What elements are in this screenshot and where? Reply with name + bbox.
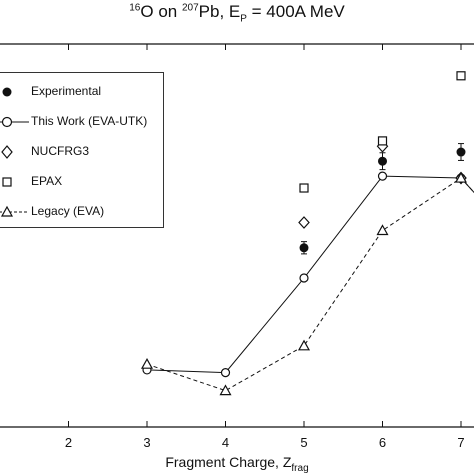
legend: Experimental This Work (EVA-UTK) NUCFRG3…	[0, 72, 164, 228]
legend-label-this-work: This Work (EVA-UTK)	[31, 114, 148, 128]
legend-marker-nucfrg3	[1, 145, 13, 159]
point-1-2	[299, 273, 309, 283]
legend-label-legacy: Legacy (EVA)	[31, 204, 105, 218]
point-2-0	[298, 216, 310, 229]
x-tick-label-2: 2	[65, 435, 72, 450]
x-tick-label-3: 3	[143, 435, 150, 450]
point-4-4	[454, 171, 468, 183]
legend-item-legacy: Legacy (EVA)	[0, 201, 165, 223]
point-0-2	[456, 147, 466, 157]
point-0-1	[378, 156, 387, 166]
x-tick-label-7: 7	[457, 435, 464, 450]
legend-label-experimental: Experimental	[31, 84, 102, 98]
x-tick-label-4: 4	[222, 435, 229, 450]
legend-item-this-work: This Work (EVA-UTK)	[0, 111, 165, 133]
point-3-0	[299, 183, 309, 193]
legend-label-epax: EPAX	[31, 174, 63, 188]
x-tick-label-5: 5	[300, 435, 307, 450]
point-1-3	[377, 171, 388, 181]
legend-marker-experimental	[2, 87, 12, 97]
legend-marker-legacy	[0, 205, 29, 217]
series-line-4	[146, 177, 474, 392]
x-tick-label-6: 6	[379, 435, 386, 450]
point-4-3	[376, 224, 389, 236]
point-3-2	[456, 71, 466, 81]
point-4-0	[140, 357, 154, 369]
legend-item-epax: EPAX	[0, 171, 165, 193]
legend-marker-epax	[2, 177, 12, 187]
point-4-1	[219, 384, 232, 396]
x-axis-label: Fragment Charge, Zfrag	[165, 454, 309, 474]
point-3-1	[377, 136, 388, 146]
series-line-1	[146, 175, 474, 374]
legend-marker-this-work	[0, 116, 29, 128]
point-4-2	[297, 339, 311, 351]
chart-title: 16O on 207Pb, EP = 400A MeV	[129, 2, 345, 25]
legend-label-nucfrg3: NUCFRG3	[31, 144, 90, 158]
legend-item-nucfrg3: NUCFRG3	[0, 141, 165, 163]
point-0-0	[299, 243, 309, 253]
point-1-1	[220, 368, 231, 378]
legend-item-experimental: Experimental	[0, 81, 165, 103]
